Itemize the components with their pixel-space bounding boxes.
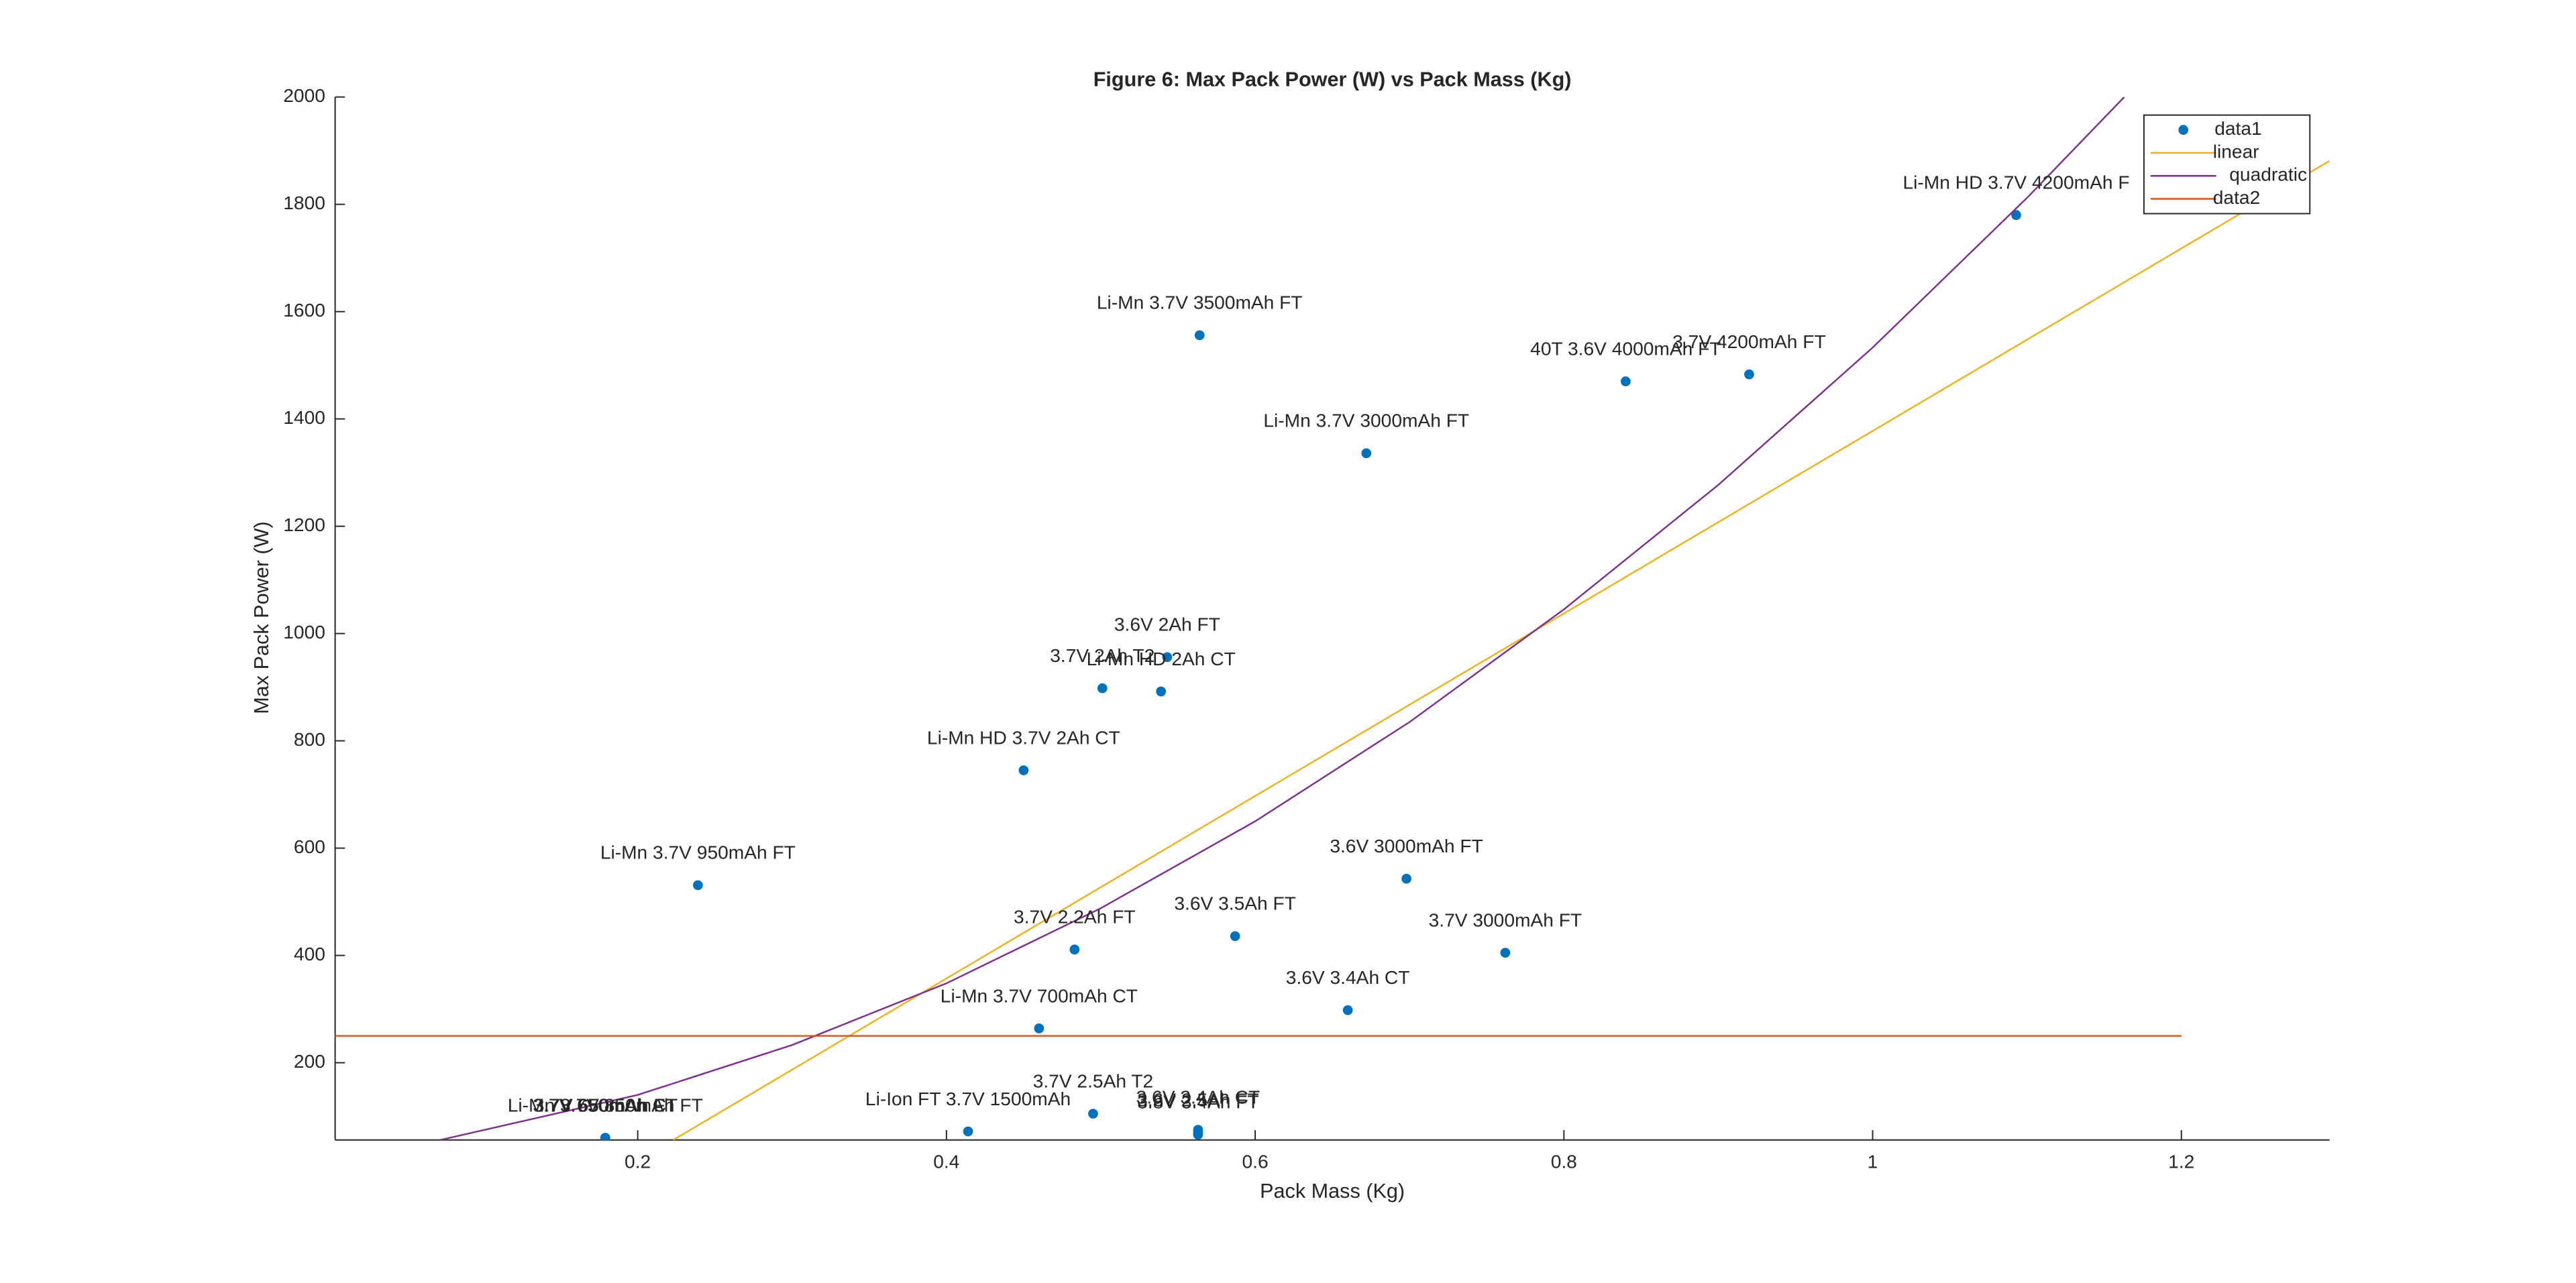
y-tick-label: 1000 xyxy=(283,622,325,643)
data-point xyxy=(1018,765,1029,775)
point-label: Li-Mn HD 3.7V 2Ah CT xyxy=(927,728,1120,748)
legend-label: data2 xyxy=(2213,187,2260,208)
point-label: 3.7V 2Ah T2 xyxy=(1050,645,1155,666)
point-label: Li-Mn 3.7V 850mAh FT xyxy=(508,1095,703,1115)
point-label: Li-Mn 3.7V 950mAh FT xyxy=(600,842,796,863)
legend-box xyxy=(2143,114,2311,215)
data-point xyxy=(2011,210,2021,220)
chart-title: Figure 6: Max Pack Power (W) vs Pack Mas… xyxy=(1093,68,1572,91)
point-label: 3.7V 2.2Ah FT xyxy=(1014,907,1136,928)
y-tick-label: 1800 xyxy=(283,192,325,213)
fit-line xyxy=(672,160,2330,1140)
legend-label: quadratic xyxy=(2229,164,2307,185)
plot-area xyxy=(335,97,2330,1140)
y-axis-label: Max Pack Power (W) xyxy=(250,521,273,714)
legend-label: data1 xyxy=(2214,118,2261,139)
fit-line xyxy=(439,97,2125,1140)
point-label: 3.6V 3.5Ah FT xyxy=(1174,893,1296,914)
data-point xyxy=(1194,330,1205,341)
point-label: 3.7V 4200mAh FT xyxy=(1672,331,1826,352)
point-label: 3.6V 3000mAh FT xyxy=(1330,836,1483,856)
point-label: 3.7V 650mAh FT xyxy=(534,1095,677,1115)
y-tick-label: 1600 xyxy=(283,300,325,321)
x-tick-label: 0.8 xyxy=(1551,1151,1577,1172)
point-label: Li-Mn 3.7V 700mAh CT xyxy=(941,985,1138,1006)
y-tick-label: 800 xyxy=(294,729,325,750)
data-point xyxy=(693,880,703,891)
point-label: 3.6V 3.4Ah CT xyxy=(1136,1086,1260,1107)
y-tick-label: 600 xyxy=(294,836,325,857)
point-label: 3.6V 3.4Ah CT xyxy=(1286,967,1410,988)
y-tick-label: 200 xyxy=(294,1051,325,1072)
data-point xyxy=(1162,652,1173,663)
x-tick-label: 1 xyxy=(1868,1151,1878,1172)
y-tick-label: 1200 xyxy=(283,514,325,535)
y-tick-label: 1400 xyxy=(283,407,325,428)
x-tick-label: 0.4 xyxy=(933,1151,959,1172)
point-label: 3.7V 2.5Ah T2 xyxy=(1033,1070,1154,1091)
point-label: Li-Mn HD 3.7V 4200mAh F xyxy=(1903,172,2130,193)
point-label: Li-Mn 3.7V 3000mAh FT xyxy=(1263,410,1469,431)
x-axis-label: Pack Mass (Kg) xyxy=(1260,1180,1405,1203)
data-point xyxy=(1193,1129,1203,1140)
point-label: Li-Ion FT 3.7V 1500mAh xyxy=(865,1089,1071,1109)
y-tick-label: 2000 xyxy=(283,85,325,106)
data-point xyxy=(1156,686,1167,697)
point-label: Li-Mn 3.7V 3500mAh FT xyxy=(1097,292,1303,313)
data-point xyxy=(1500,948,1511,958)
x-tick-label: 0.2 xyxy=(625,1151,651,1172)
data-point xyxy=(1088,1109,1098,1119)
data-point xyxy=(1097,683,1108,693)
data-point xyxy=(1069,944,1080,955)
point-label: 40T 3.6V 4000mAh FT xyxy=(1530,339,1721,359)
point-label: Li-Mn HD 2Ah CT xyxy=(1087,649,1236,669)
x-tick-label: 0.6 xyxy=(1242,1151,1268,1172)
legend-marker xyxy=(2178,125,2189,135)
point-label: 3.7V 650mAh CT xyxy=(533,1095,678,1115)
data-point xyxy=(1230,931,1240,942)
data-point xyxy=(1744,369,1754,380)
data-point xyxy=(1034,1023,1044,1034)
data-point xyxy=(963,1126,973,1137)
legend-label: linear xyxy=(2213,141,2259,162)
x-tick-label: 1.2 xyxy=(2168,1151,2194,1172)
point-label: 3.6V 2Ah FT xyxy=(1114,614,1220,635)
point-label: 3.7V 3000mAh FT xyxy=(1429,909,1582,930)
data-point xyxy=(1342,1005,1353,1015)
point-label: 3.8V 3.4Ah FT xyxy=(1137,1092,1259,1113)
data-point xyxy=(600,1133,610,1140)
data-point xyxy=(1361,448,1372,459)
point-label: 3.6V 2.5Ah FT xyxy=(1137,1089,1259,1110)
data-point xyxy=(1620,376,1631,386)
data-point xyxy=(1401,873,1411,884)
y-tick-label: 400 xyxy=(294,944,325,964)
